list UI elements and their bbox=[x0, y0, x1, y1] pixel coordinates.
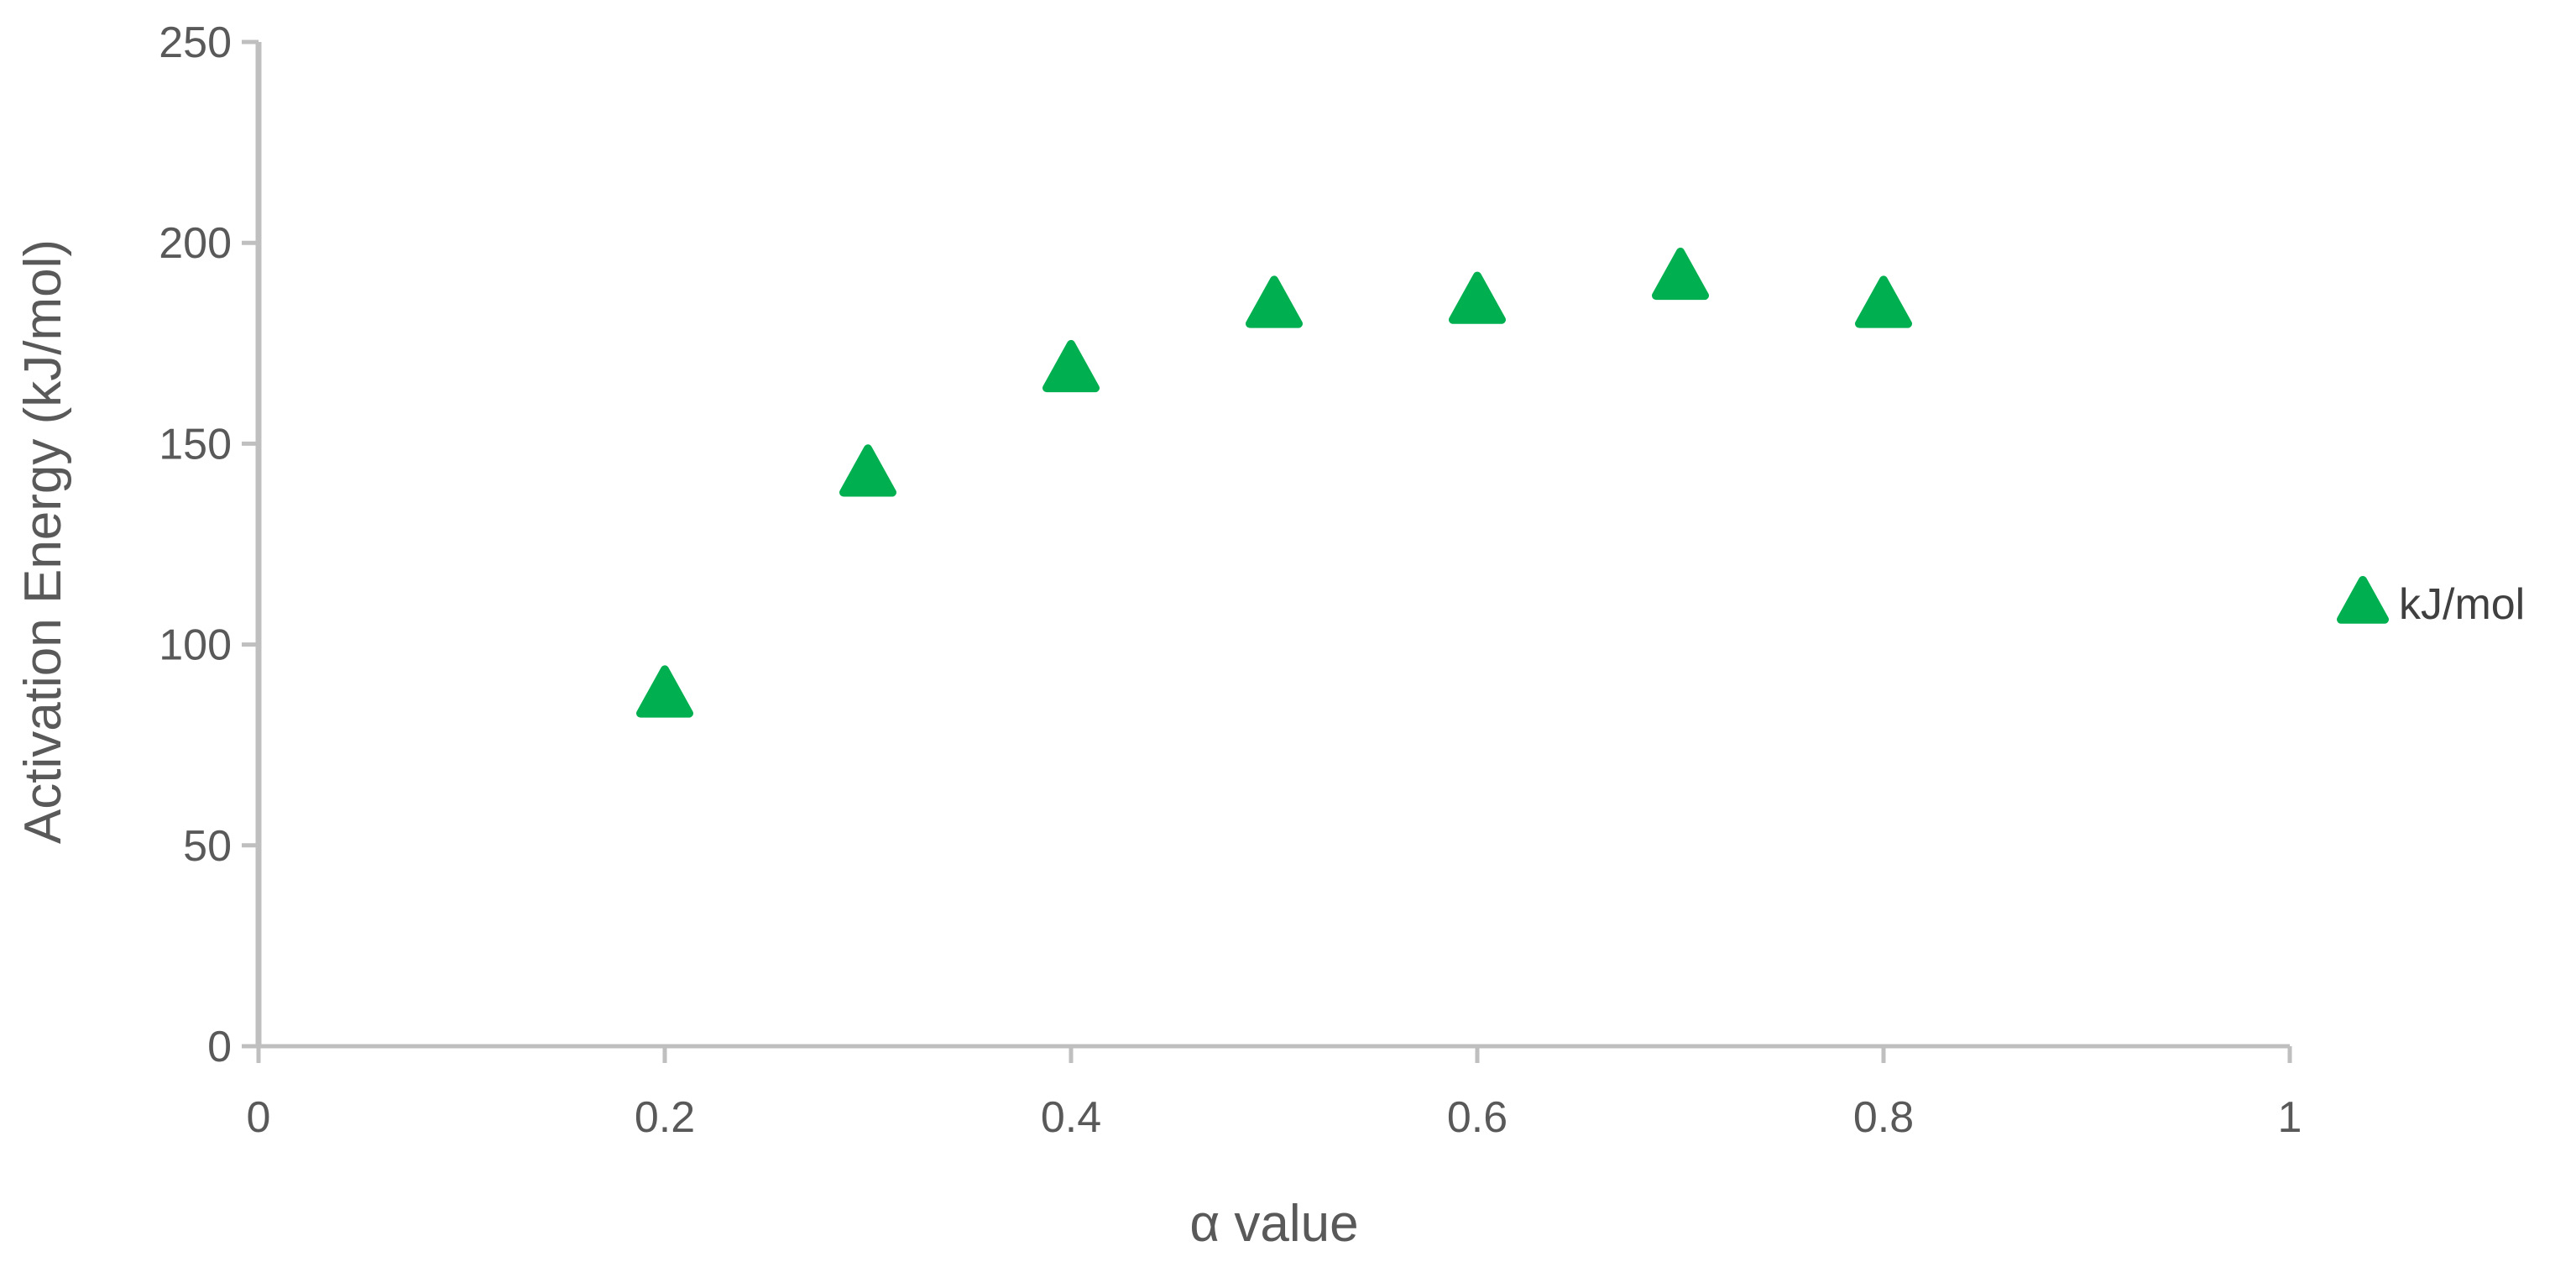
y-tick-label: 0 bbox=[207, 1023, 232, 1071]
data-point bbox=[839, 444, 896, 497]
y-tick-label: 200 bbox=[159, 219, 232, 268]
y-tick-label: 100 bbox=[159, 621, 232, 670]
y-tick-label: 50 bbox=[183, 822, 232, 871]
x-tick-label: 0.6 bbox=[1447, 1093, 1507, 1142]
x-tick-label: 0.2 bbox=[635, 1093, 695, 1142]
y-tick-label: 250 bbox=[159, 18, 232, 67]
x-axis-title: α value bbox=[1189, 1195, 1358, 1253]
data-point bbox=[1855, 275, 1912, 328]
axes bbox=[242, 39, 2292, 1063]
data-point bbox=[1246, 275, 1303, 328]
x-tick-label: 0.4 bbox=[1041, 1093, 1101, 1142]
data-point bbox=[1652, 247, 1709, 301]
data-points bbox=[636, 247, 1912, 718]
x-tick-label: 0 bbox=[247, 1093, 271, 1142]
x-tick-label: 1 bbox=[2278, 1093, 2302, 1142]
y-axis-title: Activation Energy (kJ/mol) bbox=[14, 239, 72, 844]
x-tick-label: 0.8 bbox=[1853, 1093, 1914, 1142]
legend-label: kJ/mol bbox=[2399, 580, 2525, 629]
data-point bbox=[1449, 271, 1506, 324]
tick-labels: 0 50 100 150 200 250 0 0.2 0.4 0.6 0.8 1 bbox=[159, 18, 2302, 1142]
data-point bbox=[636, 665, 693, 718]
y-tick-label: 150 bbox=[159, 420, 232, 469]
legend-marker-triangle-icon bbox=[2337, 575, 2389, 624]
legend: kJ/mol bbox=[2337, 575, 2525, 629]
data-point bbox=[1042, 339, 1100, 393]
